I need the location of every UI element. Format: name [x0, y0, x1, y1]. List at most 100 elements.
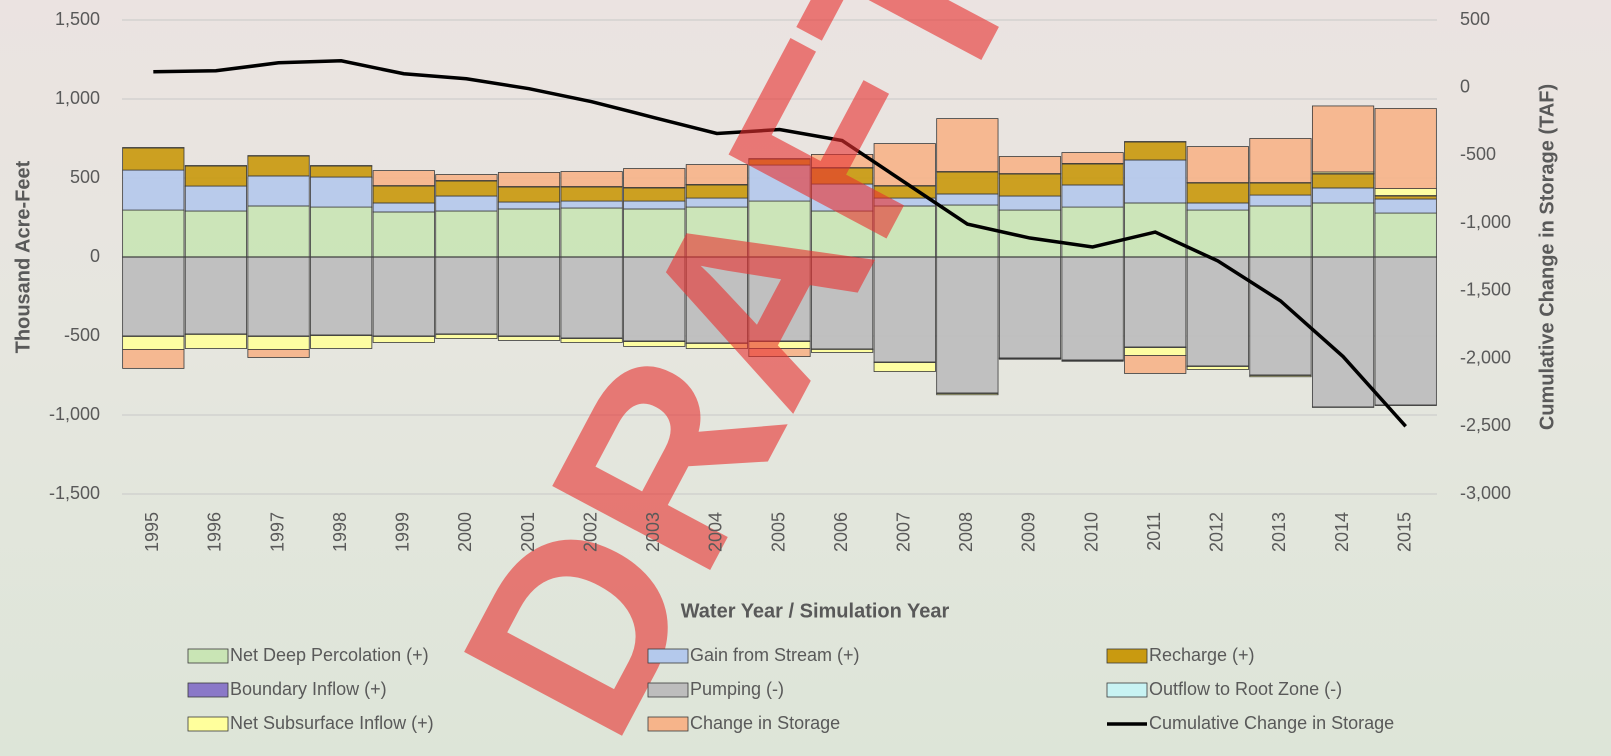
bar-segment [998, 195, 1062, 211]
legend-swatch [647, 716, 689, 732]
bar-segment [310, 165, 373, 178]
y-tick-label: -1,000 [49, 404, 100, 424]
x-tick-label: 2014 [1332, 512, 1352, 552]
legend-label: Outflow to Root Zone (-) [1149, 679, 1342, 699]
bar-segment [873, 256, 936, 363]
bar-segment [497, 336, 561, 341]
bar-segment [748, 200, 811, 258]
bar-segment [748, 256, 811, 342]
y2-axis-title: Cumulative Change in Storage (TAF) [1536, 84, 1558, 430]
bar-segment [560, 186, 623, 202]
bar-segment [1374, 198, 1437, 214]
bar-segment [372, 211, 435, 258]
bar-segment [811, 256, 874, 350]
bar-segment [1061, 152, 1124, 164]
bar-segment [1124, 159, 1187, 204]
bar-segment [247, 205, 310, 258]
x-tick-label: 1998 [330, 512, 350, 552]
bar-segment [873, 143, 936, 186]
bar-segment [372, 202, 435, 213]
bar-segment [310, 176, 373, 208]
x-tick-label: 1997 [267, 512, 287, 552]
bar-segment [560, 338, 623, 343]
x-tick-label: 2004 [706, 512, 726, 552]
bar-segment [372, 170, 435, 186]
bar-segment [1186, 182, 1249, 204]
bar-segment [122, 209, 185, 258]
bar-segment [748, 164, 811, 202]
bar-segment [1124, 202, 1187, 258]
bar-segment [122, 349, 185, 369]
x-tick-label: 1999 [393, 512, 413, 552]
bar-segment [811, 183, 874, 212]
bar-segment [936, 204, 999, 258]
x-tick-label: 2008 [956, 512, 976, 552]
bar-segment [122, 147, 185, 171]
y2-tick-label: 0 [1460, 76, 1470, 96]
bar-segment [1186, 202, 1249, 211]
y2-tick-label: -1,500 [1460, 280, 1511, 300]
bar-segment [560, 207, 623, 258]
bar-segment [685, 343, 748, 349]
bar-segment [497, 208, 561, 258]
bar-segment [435, 174, 498, 181]
bar-segment [184, 210, 248, 258]
y2-tick-label: -500 [1460, 144, 1496, 164]
bar-segment [623, 168, 686, 188]
bar-segment [560, 256, 623, 339]
bar-segment [310, 335, 373, 349]
bar-segment [998, 156, 1062, 174]
x-tick-label: 2001 [518, 512, 538, 552]
y2-tick-label: -3,000 [1460, 483, 1511, 503]
x-tick-label: 1996 [205, 512, 225, 552]
bar-segment [1249, 182, 1312, 196]
bar-segment [247, 349, 310, 358]
legend-label: Boundary Inflow (+) [230, 679, 387, 699]
cumulative-line [153, 59, 1407, 428]
bar-segment [1124, 347, 1187, 356]
bar-segment [998, 256, 1062, 359]
bar-segment [936, 256, 999, 394]
bar-segment [623, 208, 686, 258]
bar-segment [1374, 256, 1437, 406]
bar-segment [1249, 205, 1312, 258]
y-tick-label: -500 [64, 325, 100, 345]
y2-tick-label: -2,000 [1460, 347, 1511, 367]
bar-segment [184, 256, 248, 335]
x-tick-label: 2006 [831, 512, 851, 552]
bar-segment [811, 349, 874, 353]
bar-segment [122, 336, 185, 350]
bar-segment [435, 334, 498, 339]
bar-segment [310, 206, 373, 258]
legend-label: Pumping (-) [690, 679, 784, 699]
bar-segment [685, 256, 748, 344]
x-tick-label: 2007 [893, 512, 913, 552]
y-axis-title: Thousand Acre-Feet [12, 160, 34, 353]
bar-segment [1249, 375, 1312, 378]
bar-segment [122, 256, 185, 337]
x-axis-title: Water Year / Simulation Year [681, 600, 950, 622]
x-tick-label: 2003 [643, 512, 663, 552]
y2-tick-label: 500 [1460, 9, 1490, 29]
x-tick-label: 2012 [1207, 512, 1227, 552]
bar-segment [247, 155, 310, 177]
y2-tick-label: -2,500 [1460, 415, 1511, 435]
bar-segment [372, 185, 435, 204]
bar-segment [560, 200, 623, 209]
legend-label: Net Deep Percolation (+) [230, 645, 429, 665]
bar-segment [1311, 173, 1375, 189]
x-tick-label: 2011 [1144, 512, 1164, 551]
bar-segment [247, 175, 310, 207]
legend-swatch [1106, 682, 1148, 698]
bar-segment [372, 336, 435, 343]
bar-segment [122, 169, 185, 211]
bar-segment [435, 210, 498, 258]
bar-segment [685, 164, 748, 185]
bar-segment [1186, 366, 1249, 370]
bar-segment [1124, 256, 1187, 348]
y-tick-label: 500 [70, 167, 100, 187]
bar-segment [1249, 256, 1312, 376]
x-tick-label: 2005 [768, 512, 788, 552]
bar-segment [1186, 146, 1249, 183]
y-tick-label: 0 [90, 246, 100, 266]
